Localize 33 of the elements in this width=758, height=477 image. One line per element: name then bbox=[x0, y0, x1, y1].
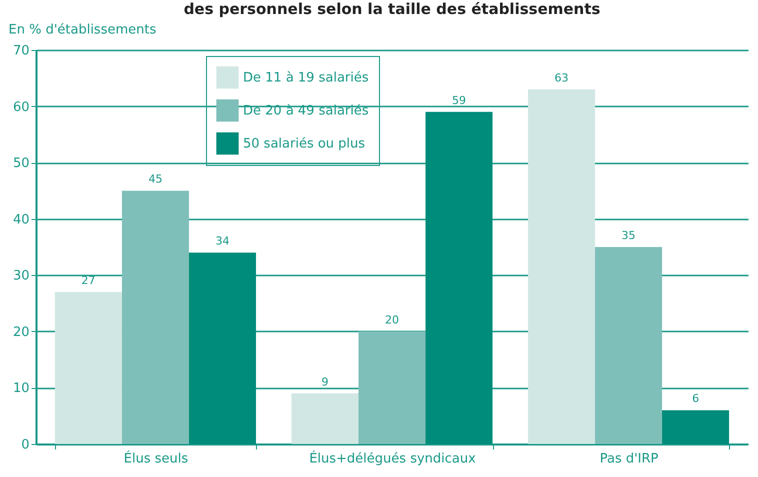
data-label: 35 bbox=[622, 229, 636, 242]
y-tick-label: 20 bbox=[12, 324, 30, 340]
y-tick-label: 60 bbox=[12, 100, 30, 115]
y-tick-label: 50 bbox=[12, 156, 30, 172]
bar bbox=[188, 252, 256, 444]
data-label: 34 bbox=[215, 234, 230, 248]
legend-label: De 11 à 19 salariés bbox=[243, 70, 369, 86]
bar bbox=[528, 89, 596, 444]
bar bbox=[54, 292, 122, 444]
data-label: 63 bbox=[554, 71, 569, 84]
y-tick-label: 70 bbox=[12, 44, 30, 58]
bar bbox=[358, 331, 426, 444]
bar bbox=[122, 190, 189, 444]
data-label: 9 bbox=[321, 375, 328, 388]
y-tick-label: 0 bbox=[21, 438, 30, 452]
y-tick-label: 40 bbox=[12, 212, 30, 228]
legend-label: 50 salariés ou plus bbox=[243, 136, 366, 152]
chart-title: des personnels selon la taille des établissements bbox=[184, 0, 600, 18]
data-label: 59 bbox=[452, 94, 466, 107]
bar bbox=[662, 410, 730, 444]
bar bbox=[426, 112, 493, 444]
y-tick-label: 10 bbox=[12, 381, 30, 396]
y-axis-title: En % d'établissements bbox=[8, 22, 156, 38]
x-tick-label: Élus seuls bbox=[124, 450, 188, 466]
x-tick-label: Élus+délégués syndicaux bbox=[309, 450, 476, 466]
bar bbox=[595, 247, 662, 444]
bar bbox=[291, 393, 358, 444]
data-label: 27 bbox=[81, 274, 96, 288]
data-label: 20 bbox=[385, 313, 399, 326]
data-label: 6 bbox=[692, 392, 700, 406]
x-tick-label: Pas d'IRP bbox=[600, 452, 659, 466]
y-tick-label: 30 bbox=[12, 268, 30, 284]
data-label: 45 bbox=[148, 172, 162, 186]
